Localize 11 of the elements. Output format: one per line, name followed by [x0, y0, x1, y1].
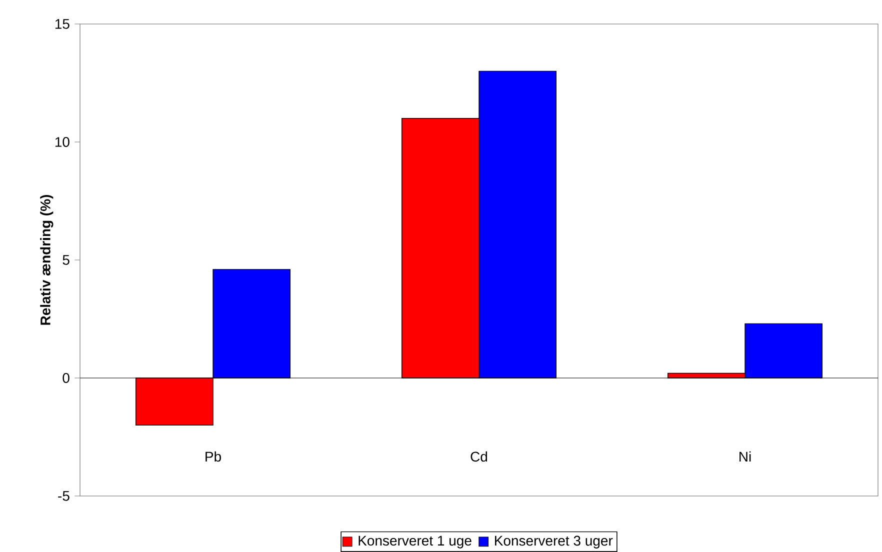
legend-label: Konserveret 3 uger: [495, 536, 613, 548]
y-tick-label: 5: [62, 255, 70, 265]
y-axis-title: Relativ ændring (%): [40, 194, 54, 325]
x-tick-label: Pb: [206, 451, 221, 462]
x-tick-label: Ni: [740, 451, 751, 462]
y-tick-label: 10: [55, 137, 70, 147]
y-tick-label: 0: [62, 373, 70, 383]
y-tick-label: 15: [55, 19, 70, 29]
legend-label: Konserveret 1 uge: [358, 536, 472, 548]
x-tick-label: Cd: [470, 451, 488, 462]
y-tick-label: -5: [58, 491, 70, 501]
